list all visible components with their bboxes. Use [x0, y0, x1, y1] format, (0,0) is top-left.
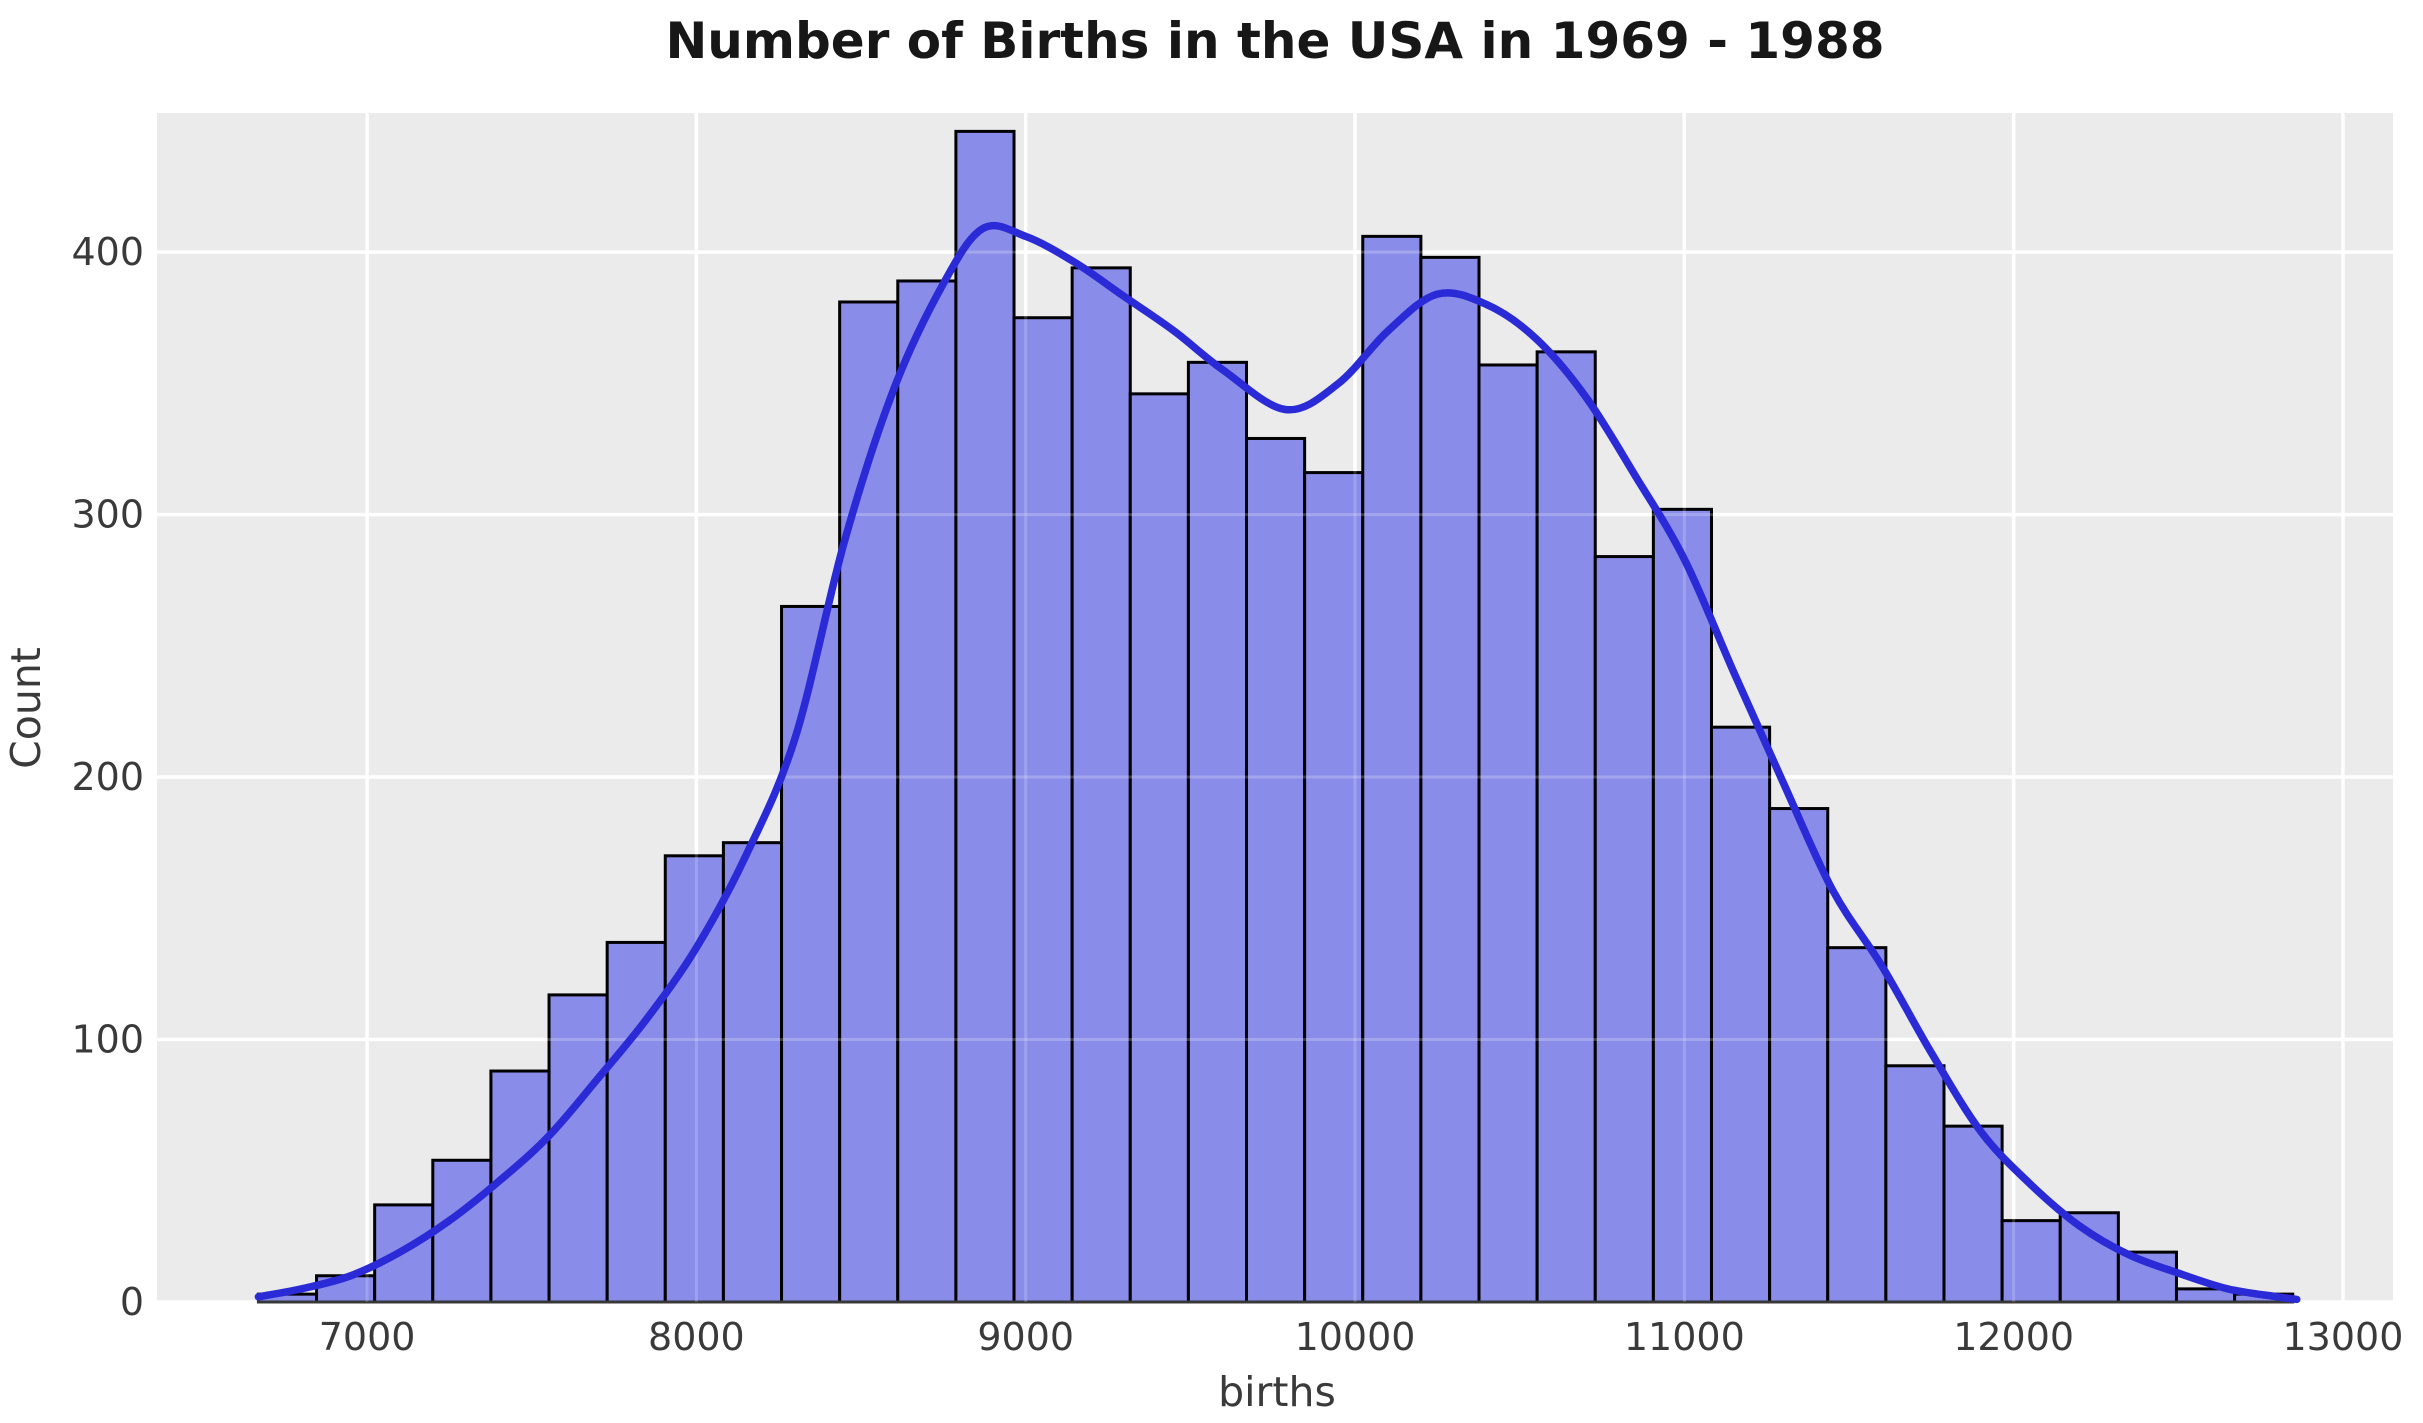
- x-axis-tick-labels: 7000 8000 9000 10000 11000 12000 13000: [319, 1315, 2404, 1359]
- histogram-bar: [1768, 807, 1830, 1304]
- histogram-bar: [1651, 507, 1713, 1304]
- histogram-bar: [1826, 946, 1888, 1304]
- histogram-bar: [605, 940, 667, 1304]
- histogram-bar: [896, 279, 958, 1304]
- histogram-bar: [431, 1158, 493, 1304]
- histogram-bar: [1128, 392, 1190, 1304]
- x-tick-label: 8000: [648, 1315, 745, 1359]
- histogram-bar: [954, 129, 1016, 1304]
- y-tick-label: 300: [71, 493, 144, 537]
- histogram-bar: [721, 841, 784, 1304]
- x-tick-label: 11000: [1624, 1315, 1745, 1359]
- histogram-bar: [1012, 316, 1074, 1304]
- histogram-bar: [1709, 725, 1772, 1304]
- y-tick-label: 200: [71, 755, 144, 799]
- histogram-bar: [2058, 1211, 2120, 1304]
- x-tick-label: 12000: [1953, 1315, 2074, 1359]
- x-tick-label: 9000: [977, 1315, 1074, 1359]
- histogram-bar: [1245, 436, 1307, 1304]
- chart-title: Number of Births in the USA in 1969 - 19…: [665, 12, 1884, 70]
- histogram-bar: [1070, 266, 1132, 1304]
- histogram-bar: [1477, 363, 1539, 1304]
- histogram-bar: [547, 993, 609, 1304]
- histogram-bar: [1942, 1124, 2004, 1304]
- kde-curve: [254, 221, 2301, 1304]
- y-tick-label: 0: [120, 1280, 144, 1324]
- histogram-bars: [256, 129, 2295, 1304]
- histogram-bar: [1419, 255, 1481, 1304]
- histogram-bar: [1303, 471, 1365, 1304]
- y-tick-label: 400: [71, 230, 144, 274]
- histogram-bar: [1884, 1064, 1946, 1304]
- histogram-bar: [1361, 234, 1423, 1304]
- y-axis-tick-labels: 0 100 200 300 400: [71, 230, 144, 1324]
- histogram-bar: [1186, 360, 1249, 1304]
- x-tick-label: 7000: [319, 1315, 416, 1359]
- y-tick-label: 100: [71, 1018, 144, 1062]
- histogram-bar: [1535, 350, 1597, 1304]
- x-tick-label: 13000: [2283, 1315, 2404, 1359]
- histogram-bar: [780, 604, 842, 1304]
- histogram-bar: [1593, 555, 1655, 1304]
- y-axis-label: Count: [2, 647, 50, 769]
- histogram-bar: [489, 1069, 551, 1304]
- histogram-bar: [663, 854, 725, 1304]
- x-axis-label: births: [1218, 1368, 1336, 1416]
- gridlines-overlay: [157, 113, 2393, 1304]
- histogram-bar: [2000, 1219, 2062, 1304]
- x-tick-label: 10000: [1295, 1315, 1416, 1359]
